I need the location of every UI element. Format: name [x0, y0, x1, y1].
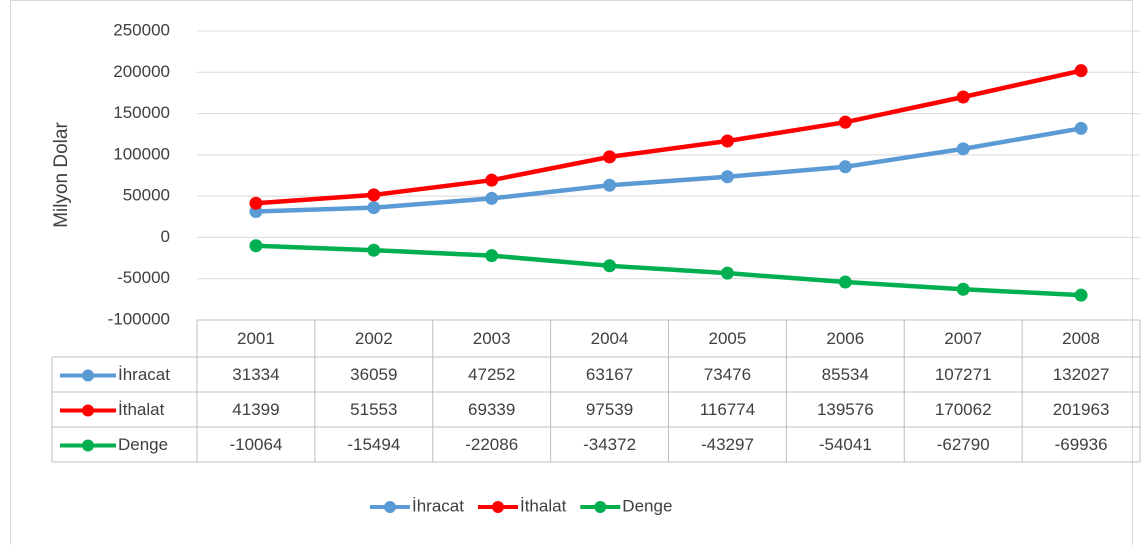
table-value: 63167	[586, 365, 633, 384]
series-line	[255, 243, 1082, 298]
table-value: 201963	[1053, 400, 1110, 419]
table-value: 41399	[232, 400, 279, 419]
table-value: 73476	[704, 365, 751, 384]
legend-marker	[384, 501, 396, 513]
y-tick-label: 50000	[123, 186, 170, 205]
series-marker	[1074, 288, 1088, 302]
chart-border	[10, 0, 1133, 545]
x-tick-label: 2001	[237, 329, 275, 348]
series-marker	[838, 275, 852, 289]
series-marker	[603, 150, 617, 164]
series-line	[255, 126, 1082, 214]
x-tick-label: 2007	[944, 329, 982, 348]
x-tick-label: 2006	[826, 329, 864, 348]
x-tick-label: 2004	[591, 329, 629, 348]
table-value: 85534	[822, 365, 869, 384]
legend-label: İhracat	[412, 496, 464, 515]
legend-label: Denge	[622, 496, 672, 515]
series-marker	[485, 191, 499, 205]
table-value: 69339	[468, 400, 515, 419]
series-marker	[720, 266, 734, 280]
table-value: 51553	[350, 400, 397, 419]
series-line	[255, 68, 1082, 206]
table-value: 170062	[935, 400, 992, 419]
table-value: -54041	[819, 435, 872, 454]
series-marker	[838, 115, 852, 129]
series-marker	[485, 249, 499, 263]
series-marker	[249, 196, 263, 210]
table-value: 107271	[935, 365, 992, 384]
y-tick-label: 100000	[113, 144, 170, 163]
table-value: 36059	[350, 365, 397, 384]
table-value: 132027	[1053, 365, 1110, 384]
x-tick-label: 2002	[355, 329, 393, 348]
series-marker	[838, 160, 852, 174]
series-marker	[1074, 64, 1088, 78]
y-axis-title: Milyon Dolar	[51, 122, 72, 228]
y-tick-label: 200000	[113, 62, 170, 81]
table-value: -43297	[701, 435, 754, 454]
y-tick-label: 150000	[113, 103, 170, 122]
series-marker	[485, 173, 499, 187]
y-tick-label: 0	[161, 227, 170, 246]
legend-marker	[594, 501, 607, 513]
series-marker	[720, 170, 734, 184]
series-marker	[603, 259, 617, 273]
y-tick-label: -50000	[117, 268, 170, 287]
table-value: 116774	[700, 400, 755, 419]
series-marker	[249, 239, 263, 253]
series-marker	[1074, 121, 1088, 135]
table-series-name: Denge	[118, 435, 168, 454]
x-tick-label: 2005	[709, 329, 747, 348]
table-value: 139576	[817, 400, 874, 419]
table-series-name: İthalat	[118, 400, 165, 419]
table-series-name: İhracat	[118, 365, 170, 384]
series-marker	[367, 243, 381, 257]
y-tick-label: 250000	[113, 20, 170, 39]
series-marker	[367, 201, 381, 215]
legend-label: İthalat	[520, 496, 567, 515]
table-value: 31334	[232, 365, 279, 384]
series-marker	[603, 178, 617, 192]
series-marker	[956, 90, 970, 104]
table-value: -10064	[229, 435, 282, 454]
y-tick-label: -100000	[108, 309, 170, 328]
x-tick-label: 2003	[473, 329, 511, 348]
table-key-marker	[82, 439, 94, 452]
series-marker	[956, 142, 970, 156]
legend-marker	[491, 501, 504, 513]
table-value: -62790	[937, 435, 990, 454]
table-value: -34372	[583, 435, 636, 454]
table-value: 97539	[586, 400, 633, 419]
x-tick-label: 2008	[1062, 329, 1100, 348]
table-key-marker	[82, 404, 94, 417]
table-key-marker	[82, 369, 94, 382]
series-marker	[367, 188, 381, 202]
table-value: -69936	[1055, 435, 1108, 454]
table-value: -15494	[347, 435, 400, 454]
table-value: 47252	[468, 365, 515, 384]
series-marker	[956, 282, 970, 296]
series-marker	[720, 134, 734, 148]
table-value: -22086	[465, 435, 518, 454]
